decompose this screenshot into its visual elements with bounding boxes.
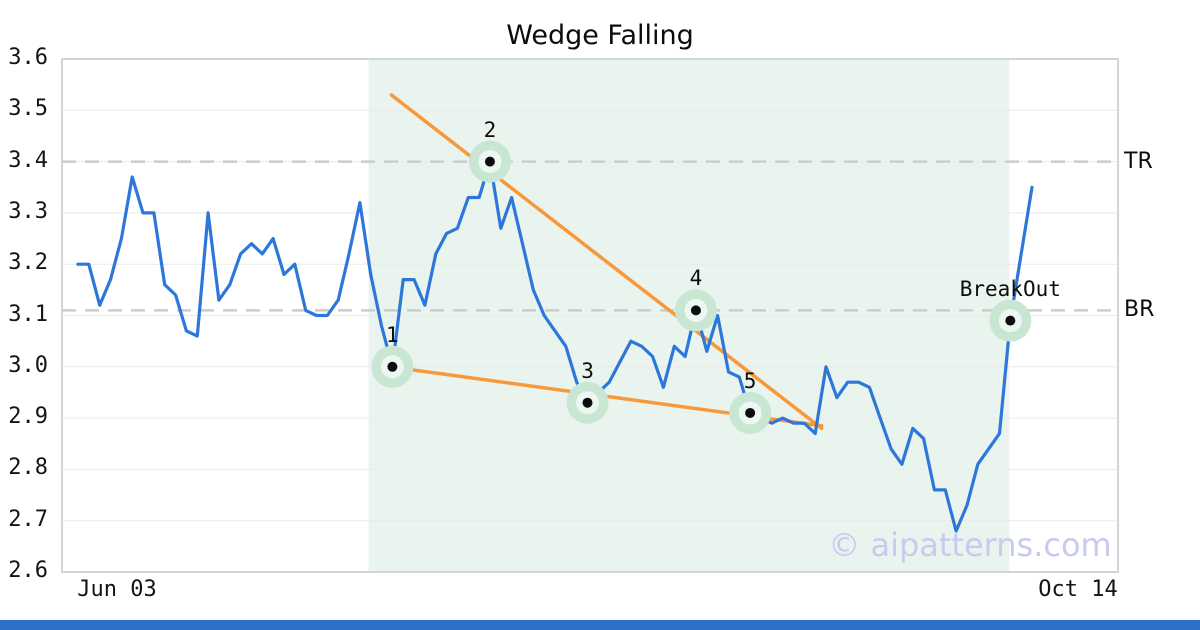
marker-dot	[582, 397, 593, 408]
price-line	[76, 160, 1034, 533]
chart-title: Wedge Falling	[506, 20, 694, 51]
footer-accent-bar	[0, 620, 1200, 630]
marker-dot	[1005, 315, 1016, 326]
plot-border	[61, 58, 1119, 573]
marker-dot	[745, 407, 756, 418]
marker-dot	[484, 156, 495, 167]
trendline-upper	[389, 93, 824, 431]
marker-dot	[387, 361, 398, 372]
marker-dot	[690, 305, 701, 316]
